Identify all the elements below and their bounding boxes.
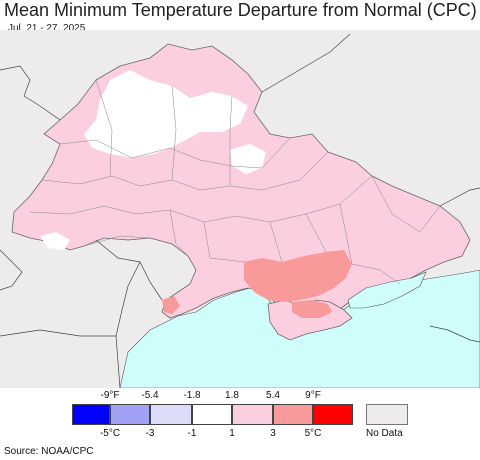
legend-swatch-3: [150, 404, 192, 425]
legend-swatch-5: [232, 404, 273, 425]
legend-f-tick-3: -1.8: [183, 390, 201, 401]
legend-f-tick-5: 5.4: [266, 390, 280, 401]
warm-anomaly-southwest: [162, 296, 180, 314]
legend-c-tick-5: 3: [270, 428, 276, 439]
map-canvas: [0, 30, 480, 388]
map-title: Mean Minimum Temperature Departure from …: [4, 0, 477, 20]
legend-f-tick-6: 9°F: [305, 390, 321, 401]
country-borders: [0, 33, 480, 388]
legend-swatch-1: [72, 404, 110, 425]
sea-of-azov: [347, 271, 427, 309]
map-subtitle: Jul. 21 - 27, 2025: [8, 23, 86, 34]
neutral-anomaly-area: [84, 70, 248, 158]
legend-c-tick-4: 1: [229, 428, 235, 439]
warm-anomaly-crimea: [292, 300, 332, 318]
oblast-borders: [29, 79, 441, 285]
source-credit: Source: NOAA/CPC: [4, 446, 94, 457]
legend-c-tick-2: -3: [145, 428, 155, 439]
legend-f-tick-4: 1.8: [225, 390, 239, 401]
legend-c-tick-1: -5°C: [99, 428, 121, 439]
legend-swatch-6: [273, 404, 313, 425]
legend-swatch-7: [313, 404, 353, 425]
legend-swatch-2: [110, 404, 150, 425]
legend-f-tick-1: -9°F: [100, 390, 120, 401]
legend-c-tick-6: 5°C: [304, 428, 322, 439]
legend-nodata-label: No Data: [366, 428, 403, 439]
warm-anomaly-area: [244, 250, 352, 302]
legend-swatch-4: [192, 404, 232, 425]
legend-nodata-swatch: [366, 404, 408, 425]
legend-c-tick-3: -1: [187, 428, 197, 439]
legend-f-tick-2: -5.4: [141, 390, 159, 401]
neutral-anomaly-west: [40, 232, 70, 250]
